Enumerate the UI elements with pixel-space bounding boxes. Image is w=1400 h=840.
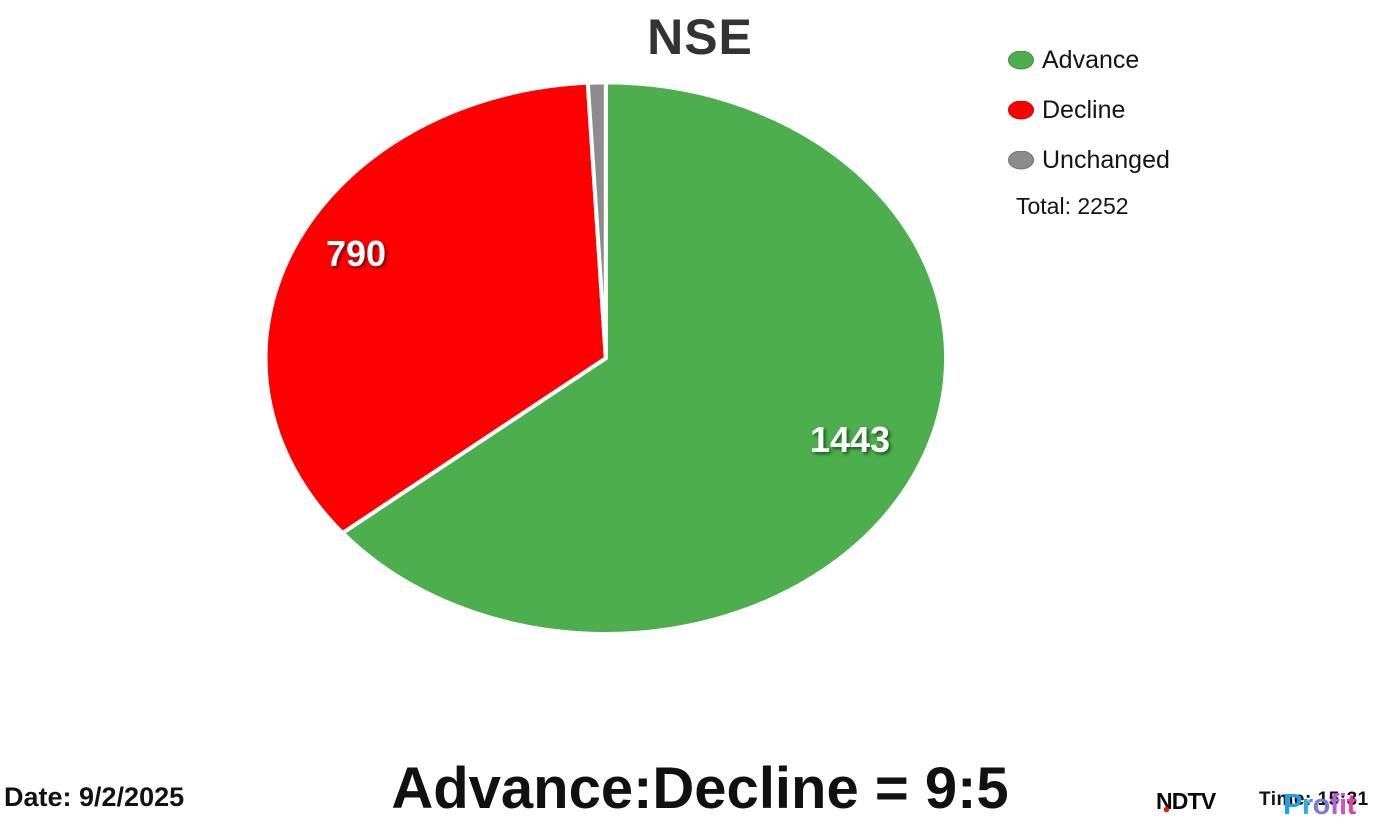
svg-text:790: 790 [326, 233, 386, 274]
svg-text:1443: 1443 [810, 419, 890, 460]
